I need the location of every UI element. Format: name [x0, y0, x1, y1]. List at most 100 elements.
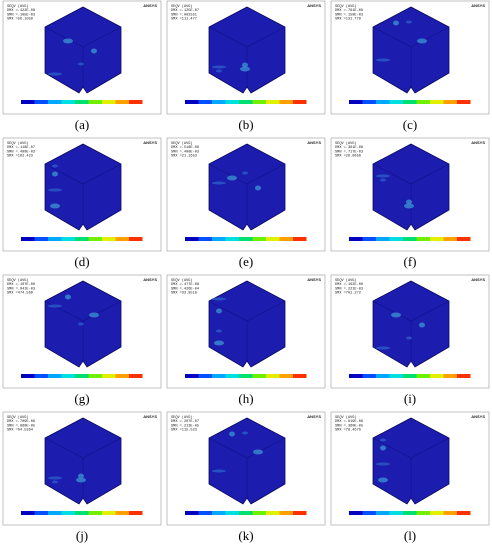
stress-patch	[216, 308, 222, 314]
colorbar-segment	[376, 237, 390, 241]
stress-patch	[391, 312, 401, 318]
info-line: SEQV (AVG)	[335, 278, 357, 283]
colorbar-segment	[102, 374, 116, 378]
stress-patch	[376, 58, 390, 62]
info-line: SMX =64.5364	[7, 429, 33, 433]
colorbar-segment	[389, 511, 403, 515]
brand-label: ANSYS	[143, 3, 157, 8]
info-line: DMX =.118E-07	[7, 146, 35, 150]
colorbar-segment	[75, 511, 89, 515]
colorbar-segment	[349, 237, 363, 241]
stress-patch	[242, 171, 248, 175]
colorbar-segment	[266, 100, 280, 104]
stress-patch	[417, 38, 427, 44]
stress-patch	[380, 438, 386, 442]
info-line: SEQV (AVG)	[335, 415, 357, 420]
colorbar-segment	[129, 511, 143, 515]
colorbar-segment	[389, 237, 403, 241]
colorbar-segment	[403, 100, 417, 104]
stress-patch	[242, 62, 248, 68]
colorbar-segment	[185, 237, 199, 241]
stress-patch	[63, 38, 73, 44]
info-line: SMX =131.779	[335, 18, 361, 22]
stress-patch	[89, 312, 99, 318]
panel-label: (c)	[403, 117, 417, 132]
info-line: SMN =.499E-03	[7, 150, 35, 154]
stress-patch	[48, 304, 62, 308]
info-line: SEQV (AVG)	[7, 415, 29, 420]
stress-patch	[380, 445, 386, 451]
colorbar-segment	[48, 237, 62, 241]
colorbar-segment	[34, 100, 48, 104]
brand-label: ANSYS	[143, 277, 157, 282]
panel-label: (d)	[74, 254, 89, 269]
colorbar-segment	[115, 374, 129, 378]
info-line: SEQV (AVG)	[171, 141, 193, 146]
info-line: DMX =.791E-09	[335, 9, 363, 13]
info-line: DMX =.518E-08	[171, 146, 199, 150]
info-line: SMN =.869E-05	[7, 424, 35, 428]
stress-patch	[48, 188, 62, 192]
brand-label: ANSYS	[471, 277, 485, 282]
info-line: SMN =.213E-05	[171, 424, 199, 428]
colorbar-segment	[239, 100, 253, 104]
info-line: DMX =.477E-08	[171, 283, 199, 287]
colorbar-segment	[225, 511, 239, 515]
info-line: DMX =.107E-06	[7, 283, 35, 287]
colorbar-segment	[115, 237, 129, 241]
info-line: SEQV (AVG)	[171, 415, 193, 420]
stress-patch	[376, 462, 390, 466]
stress-patch	[76, 477, 86, 483]
stress-patch	[65, 294, 71, 300]
brand-label: ANSYS	[471, 140, 485, 145]
panel-label: (i)	[404, 391, 416, 406]
stress-patch	[376, 346, 390, 350]
info-line: SMN =.426E-04	[171, 287, 199, 291]
stress-patch	[212, 65, 226, 69]
stress-patch	[212, 469, 226, 473]
info-line: SEQV (AVG)	[335, 4, 357, 9]
colorbar-segment	[129, 374, 143, 378]
colorbar-segment	[198, 100, 212, 104]
stress-patch	[406, 20, 412, 24]
colorbar-segment	[362, 237, 376, 241]
colorbar-segment	[416, 237, 430, 241]
info-line: SMN =.221E-03	[335, 287, 363, 291]
colorbar-segment	[225, 374, 239, 378]
colorbar-segment	[212, 511, 226, 515]
colorbar-segment	[48, 100, 62, 104]
colorbar-segment	[443, 511, 457, 515]
colorbar-segment	[457, 511, 471, 515]
colorbar-segment	[75, 100, 89, 104]
info-line: SMN =.105E-03	[7, 13, 35, 17]
colorbar-segment	[403, 374, 417, 378]
brand-label: ANSYS	[143, 140, 157, 145]
stress-patch	[229, 431, 235, 437]
colorbar-segment	[102, 511, 116, 515]
info-line: SEQV (AVG)	[7, 278, 29, 283]
colorbar-segment	[48, 511, 62, 515]
colorbar-segment	[416, 511, 430, 515]
colorbar-segment	[102, 100, 116, 104]
info-line: SMN =.002551	[171, 13, 197, 17]
stress-patch	[253, 449, 263, 455]
colorbar-segment	[198, 374, 212, 378]
colorbar-segment	[349, 374, 363, 378]
info-line: SMX =26.0956	[335, 155, 361, 159]
colorbar-segment	[279, 511, 293, 515]
stress-patch	[214, 340, 224, 346]
brand-label: ANSYS	[307, 140, 321, 145]
colorbar-segment	[443, 237, 457, 241]
colorbar-segment	[443, 374, 457, 378]
colorbar-segment	[430, 237, 444, 241]
colorbar-segment	[457, 237, 471, 241]
colorbar-segment	[34, 374, 48, 378]
stress-patch	[48, 72, 62, 76]
